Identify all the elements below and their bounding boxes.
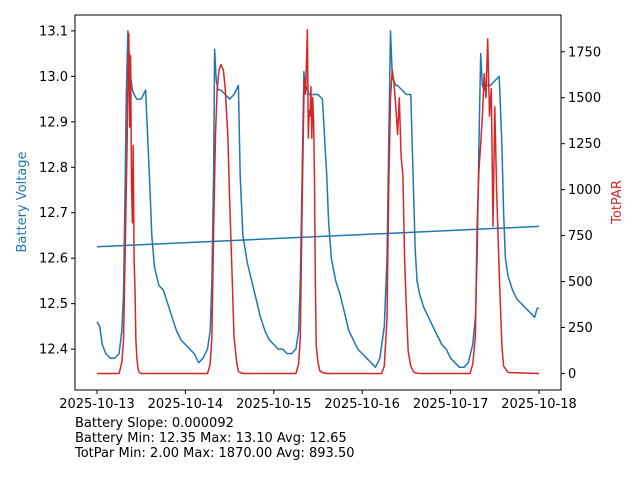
plot-frame xyxy=(74,14,562,391)
y2-axis-label: TotPAR xyxy=(610,180,625,225)
y2-tick-label: 750 xyxy=(568,229,593,244)
y-tick-label: 13.0 xyxy=(39,70,68,85)
y-tick-label: 13.1 xyxy=(39,24,68,39)
y-tick-label: 12.8 xyxy=(39,161,68,176)
y-tick-label: 12.6 xyxy=(39,252,68,267)
y2-tick-label: 250 xyxy=(568,321,593,336)
y2-tick-label: 0 xyxy=(568,367,576,382)
y-tick-label: 12.7 xyxy=(39,206,68,221)
totpar-stats-text: TotPar Min: 2.00 Max: 1870.00 Avg: 893.5… xyxy=(75,446,355,461)
y2-tick-label: 1750 xyxy=(568,45,601,60)
y2-tick-label: 1250 xyxy=(568,137,601,152)
y-tick-label: 12.4 xyxy=(39,343,68,358)
totpar-line xyxy=(97,28,540,375)
battery-voltage-line xyxy=(96,30,539,369)
y-tick-label: 12.5 xyxy=(39,297,68,312)
y-tick-label: 12.9 xyxy=(39,115,68,130)
x-tick-label: 2025-10-14 xyxy=(148,397,224,412)
x-tick-label: 2025-10-13 xyxy=(59,397,135,412)
stats-panel: Battery Slope: 0.000092 Battery Min: 12.… xyxy=(75,416,355,461)
battery-stats-text: Battery Min: 12.35 Max: 13.10 Avg: 12.65 xyxy=(75,431,347,446)
x-tick-label: 2025-10-17 xyxy=(413,397,489,412)
y2-tick-label: 500 xyxy=(568,275,593,290)
y2-tick-label: 1000 xyxy=(568,183,601,198)
x-tick-label: 2025-10-16 xyxy=(324,397,400,412)
y2-tick-label: 1500 xyxy=(568,91,601,106)
battery-trend-line xyxy=(96,225,540,248)
x-tick-label: 2025-10-18 xyxy=(501,397,577,412)
battery-slope-text: Battery Slope: 0.000092 xyxy=(75,416,234,431)
x-tick-label: 2025-10-15 xyxy=(236,397,312,412)
y-axis-label: Battery Voltage xyxy=(15,151,30,252)
